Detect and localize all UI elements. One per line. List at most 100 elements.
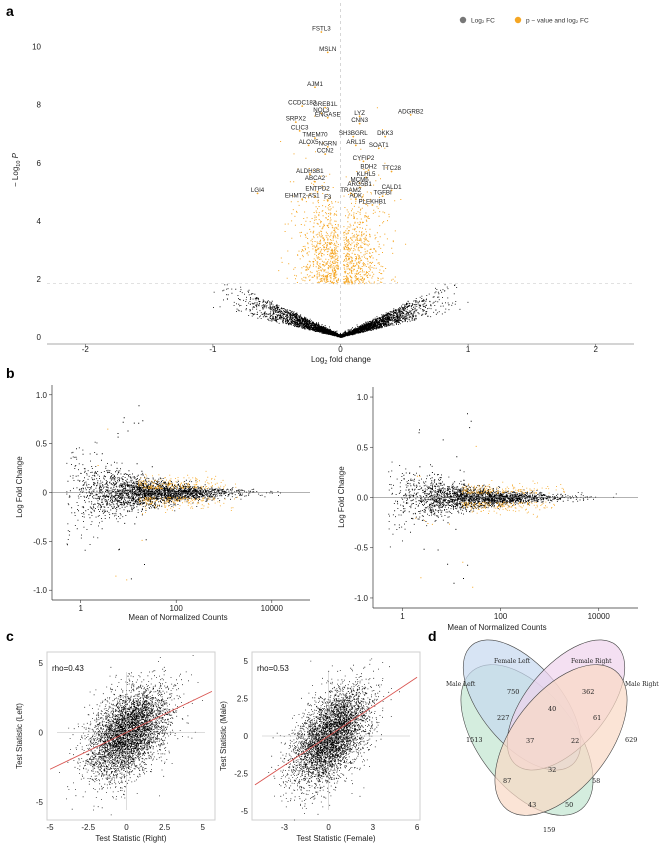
venn-count-fr-mr: 61 <box>593 714 601 722</box>
gene-point-f3 <box>326 199 329 202</box>
corr-right-points <box>268 658 400 821</box>
gene-point-bdh2 <box>367 169 370 171</box>
gene-point-adk <box>354 198 357 201</box>
venn-count-ml-fl: 227 <box>497 714 509 722</box>
volcano-ytick-label: 4 <box>37 217 42 226</box>
ma-plot-left: 1 100 10000 -1.0 -0.5 0 0.5 1.0 Mean of Normali… <box>15 385 310 622</box>
venn-count-male-right: 629 <box>625 736 637 744</box>
ma-points-nonsignificant <box>388 413 617 584</box>
gene-point-lgi4 <box>256 192 259 195</box>
ma-xtick-label: 10000 <box>588 612 611 621</box>
gene-label-arg5b1: ARG5B1 <box>347 181 372 188</box>
gene-label-plekhb1: PLEKHB1 <box>358 198 386 205</box>
ma-points-significant <box>97 428 238 581</box>
gene-label-ttc28: TTC28 <box>382 165 401 172</box>
volcano-ylabel: − Log10 P <box>11 152 22 187</box>
venn-count-ml-fl-fr: 37 <box>526 737 534 745</box>
corr-right-frame <box>251 651 421 821</box>
gene-label-adk: ADK <box>349 193 363 200</box>
ma-plot-right: 1 100 10000 -1.0 -0.5 0.0 0.5 1.0 Mean of Norma… <box>337 387 638 632</box>
gene-label-cald1: CALD1 <box>382 184 403 191</box>
volcano-axes: -2 -1 0 1 2 0 2 4 6 8 10 <box>32 3 634 354</box>
gene-point-cnn3 <box>358 122 361 125</box>
ma-ytick-label: 1.0 <box>357 393 369 402</box>
correlation-plot-right: -3 0 3 6 -5 -2.5 0 2.5 5 rho=0.53 Test Statistic… <box>219 651 421 843</box>
volcano-points-nonsignificant <box>213 284 469 338</box>
corr-ytick-label: -5 <box>241 807 249 816</box>
gene-point-soat1 <box>377 147 380 150</box>
legend-sig-label: p − value and log₂ FC <box>526 18 589 25</box>
ma-ytick-label: -0.5 <box>354 544 368 553</box>
corr-left-axes: -5 -2.5 0 2.5 5 -5 0 5 <box>36 659 213 832</box>
gene-point-tram2 <box>349 192 352 195</box>
venn-count-female-left: 750 <box>507 688 519 696</box>
gene-label-entpd2: ENTPD2 <box>305 185 330 192</box>
corr-ytick-label: 2.5 <box>237 695 249 704</box>
gene-point-nol3 <box>320 112 323 115</box>
venn-label-female-left: Female Left <box>494 658 531 665</box>
gene-point-abca2 <box>314 180 316 183</box>
gene-point-tgfbi <box>381 195 384 198</box>
corr-xtick-label: 5 <box>201 823 206 832</box>
venn-label-female-right: Female Right <box>571 658 612 665</box>
venn-count-ml-mr: 159 <box>543 826 555 834</box>
panel-letter-d: d <box>428 628 437 644</box>
gene-label-ngrn: NGRN <box>319 140 337 147</box>
ma-right-ylabel: Log Fold Change <box>337 466 346 528</box>
ma-ytick-label: -0.5 <box>33 537 47 546</box>
gene-point-ccdc183 <box>301 105 304 108</box>
corr-left-ylabel: Test Statistic (Left) <box>15 703 24 769</box>
ma-left-points <box>66 405 282 581</box>
legend-ns-label: Log₂ FC <box>471 18 495 25</box>
panel-letter-c: c <box>6 628 14 644</box>
gene-label-klhl5: KLHL5 <box>357 171 376 178</box>
corr-points <box>268 658 400 821</box>
corr-xtick-label: -3 <box>281 823 289 832</box>
ma-ytick-label: 0.0 <box>357 494 369 503</box>
ma-left-axes: 1 100 10000 -1.0 -0.5 0 0.5 1.0 <box>33 385 310 613</box>
legend-sig-swatch <box>514 16 522 24</box>
venn-count-female-right: 362 <box>582 688 594 696</box>
gene-point-alox5 <box>307 144 310 147</box>
legend-ns-swatch <box>459 16 467 24</box>
venn-diagram: Male Left Female Left Female Right Male … <box>446 639 659 834</box>
venn-label-male-right: Male Right <box>625 681 659 688</box>
corr-fit-line <box>49 690 213 770</box>
volcano-ytick-label: 10 <box>32 43 41 52</box>
gene-point-cyfip2 <box>362 160 365 163</box>
gene-label-lgi4: LGI4 <box>251 187 265 194</box>
gene-label-dkk3: DKK3 <box>377 130 394 137</box>
panel-letter-a: a <box>6 3 14 19</box>
gene-point-aldh3b1 <box>308 173 311 176</box>
corr-ytick-label: -2.5 <box>234 770 248 779</box>
volcano-ytick-label: 2 <box>37 275 42 284</box>
corr-right-ylabel: Test Statistic (Male) <box>219 701 228 771</box>
gene-label-ajm1: AJM1 <box>307 81 323 88</box>
gene-point-ajm1 <box>314 86 316 89</box>
volcano-ytick-label: 8 <box>37 101 42 110</box>
corr-ytick-label: 0 <box>39 729 44 738</box>
gene-label-nol3: NOL3 <box>313 107 330 114</box>
ma-xtick-label: 10000 <box>261 604 284 613</box>
gene-point-mcm6 <box>358 182 361 185</box>
gene-label-srpx2: SRPX2 <box>286 116 307 123</box>
venn-count-fl-fr: 40 <box>548 705 556 713</box>
gene-label-ccn2: CCN2 <box>317 148 334 155</box>
gene-label-greb1l: GREB1L <box>313 101 338 108</box>
venn-count-ml-fr: 87 <box>503 777 511 785</box>
gene-label-cnn3: CNN3 <box>351 117 368 124</box>
gene-point-srpx2 <box>294 121 297 124</box>
gene-label-tmem70: TMEM70 <box>302 132 328 139</box>
ma-ytick-label: 1.0 <box>36 391 48 400</box>
ma-left-xlabel: Mean of Normalized Counts <box>128 613 227 622</box>
corr-ytick-label: 5 <box>244 657 249 666</box>
gene-point-sh3bgrl <box>352 135 355 138</box>
gene-label-tram2: TRAM2 <box>340 187 362 194</box>
gene-point-ttc28 <box>390 170 393 173</box>
gene-point-engase <box>326 116 329 119</box>
panel-letter-b: b <box>6 365 15 381</box>
volcano-xtick-label: -1 <box>209 345 217 354</box>
venn-count-ml-fl-mr: 50 <box>565 801 573 809</box>
corr-xtick-label: 3 <box>371 823 376 832</box>
